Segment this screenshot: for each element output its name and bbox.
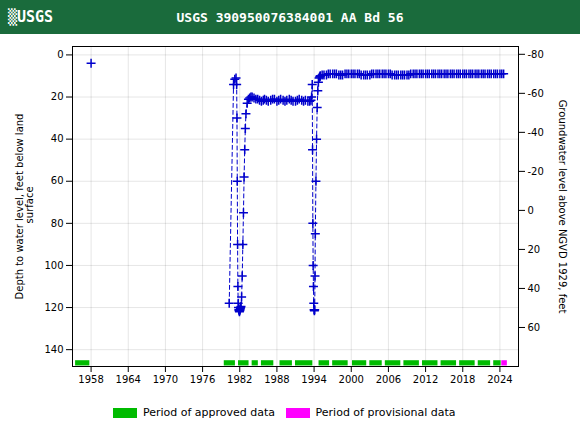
svg-text:0: 0 <box>528 205 534 216</box>
svg-text:40: 40 <box>528 283 541 294</box>
svg-text:100: 100 <box>44 260 63 271</box>
svg-text:2024: 2024 <box>487 374 512 385</box>
svg-text:120: 120 <box>44 302 63 313</box>
html-text:Period of provisional data: Period of provisional data <box>315 406 456 419</box>
svg-text:2000: 2000 <box>339 374 364 385</box>
svg-text:-80: -80 <box>528 49 544 60</box>
svg-text:2006: 2006 <box>376 374 401 385</box>
svg-text:1994: 1994 <box>301 374 326 385</box>
svg-text:Groundwater level above NGVD 1: Groundwater level above NGVD 1929, feet <box>557 100 568 314</box>
svg-text:20: 20 <box>528 244 541 255</box>
svg-text:1976: 1976 <box>190 374 215 385</box>
svg-text:-20: -20 <box>528 166 544 177</box>
svg-text:60: 60 <box>528 322 541 333</box>
html-text:▒USGS: ▒USGS <box>8 8 54 26</box>
svg-text:1970: 1970 <box>153 374 178 385</box>
svg-text:1964: 1964 <box>116 374 141 385</box>
svg-text:-40: -40 <box>528 127 544 138</box>
svg-text:2012: 2012 <box>413 374 438 385</box>
svg-text:20: 20 <box>51 91 64 102</box>
svg-text:0: 0 <box>57 49 63 60</box>
svg-text:1958: 1958 <box>78 374 103 385</box>
svg-text:80: 80 <box>51 218 64 229</box>
svg-text:140: 140 <box>44 344 63 355</box>
svg-text:2018: 2018 <box>450 374 475 385</box>
html-text:USGS 390950076384001 AA Bd 56: USGS 390950076384001 AA Bd 56 <box>176 9 404 25</box>
html-text:Period of approved data: Period of approved data <box>142 406 276 419</box>
svg-text:1988: 1988 <box>264 374 289 385</box>
svg-text:Depth to water level, feet bel: Depth to water level, feet below land su… <box>14 114 35 300</box>
svg-text:-60: -60 <box>528 88 544 99</box>
svg-text:40: 40 <box>51 133 64 144</box>
svg-text:1982: 1982 <box>227 374 252 385</box>
svg-text:60: 60 <box>51 175 64 186</box>
